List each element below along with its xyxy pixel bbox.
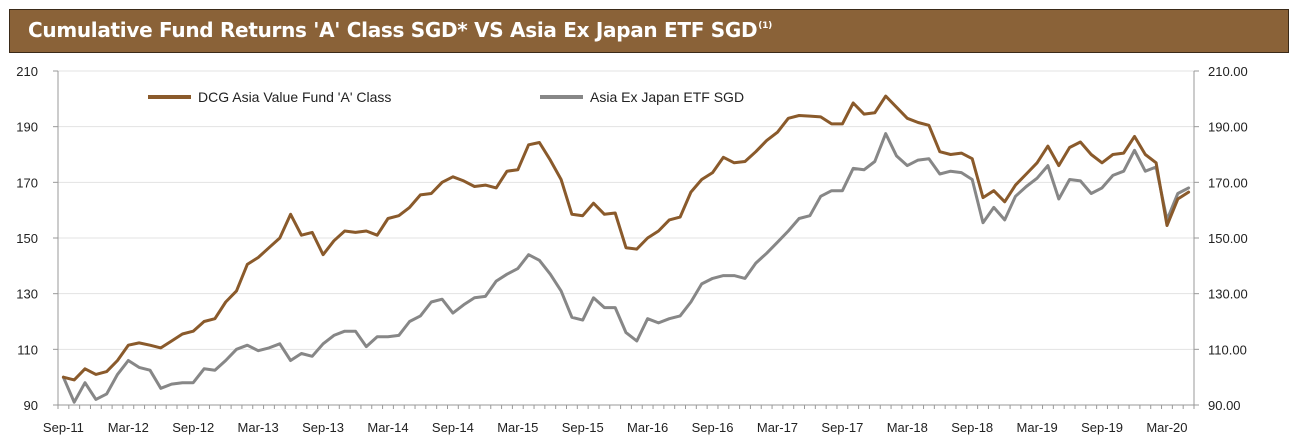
chart-title-main: Cumulative Fund Returns 'A' Class SGD* V… <box>28 18 758 42</box>
y-axis-left-tick-label: 90 <box>24 398 38 413</box>
y-axis-right-tick-label: 90.00 <box>1208 398 1241 413</box>
x-axis-tick-label: Sep-18 <box>951 420 993 435</box>
y-axis-left-tick-label: 150 <box>16 231 38 246</box>
x-axis-tick-label: Mar-20 <box>1146 420 1187 435</box>
y-axis-right-tick-label: 150.00 <box>1208 231 1248 246</box>
x-axis-tick-label: Sep-15 <box>562 420 604 435</box>
x-axis-tick-label: Mar-14 <box>367 420 408 435</box>
x-axis-tick-label: Mar-18 <box>887 420 928 435</box>
y-axis-left-tick-label: 170 <box>16 175 38 190</box>
legend-label: Asia Ex Japan ETF SGD <box>590 89 744 105</box>
y-axis-left-tick-label: 110 <box>17 342 38 357</box>
x-axis-tick-label: Sep-14 <box>432 420 474 435</box>
x-axis-tick-label: Sep-12 <box>172 420 214 435</box>
series-line <box>61 94 1191 382</box>
x-axis-tick-label: Sep-11 <box>43 420 84 435</box>
chart-title-superscript: (1) <box>758 21 772 31</box>
y-axis-right-tick-label: 190.00 <box>1208 120 1248 135</box>
y-axis-right-tick-label: 170.00 <box>1208 175 1248 190</box>
x-axis-tick-label: Sep-17 <box>821 420 863 435</box>
x-axis-tick-label: Mar-17 <box>757 420 798 435</box>
y-axis-left-tick-label: 190 <box>16 120 38 135</box>
y-axis-left-tick-label: 130 <box>16 287 38 302</box>
x-axis-tick-label: Sep-19 <box>1081 420 1123 435</box>
y-axis-right-tick-label: 110.00 <box>1208 342 1247 357</box>
x-axis-tick-label: Mar-15 <box>497 420 538 435</box>
x-axis-tick-label: Mar-19 <box>1017 420 1058 435</box>
x-axis-tick-label: Sep-13 <box>302 420 344 435</box>
legend-label: DCG Asia Value Fund 'A' Class <box>198 89 391 105</box>
x-axis-tick-label: Mar-13 <box>238 420 279 435</box>
chart-title: Cumulative Fund Returns 'A' Class SGD* V… <box>28 18 772 42</box>
x-axis-tick-label: Mar-12 <box>108 420 149 435</box>
x-axis-tick-label: Sep-16 <box>692 420 734 435</box>
y-axis-right-tick-label: 130.00 <box>1208 287 1248 302</box>
y-axis-right-tick-label: 210.00 <box>1208 64 1248 79</box>
x-axis-tick-label: Mar-16 <box>627 420 668 435</box>
y-axis-left-tick-label: 210 <box>16 64 38 79</box>
title-bar: Cumulative Fund Returns 'A' Class SGD* V… <box>9 9 1289 53</box>
series-line <box>61 132 1191 404</box>
